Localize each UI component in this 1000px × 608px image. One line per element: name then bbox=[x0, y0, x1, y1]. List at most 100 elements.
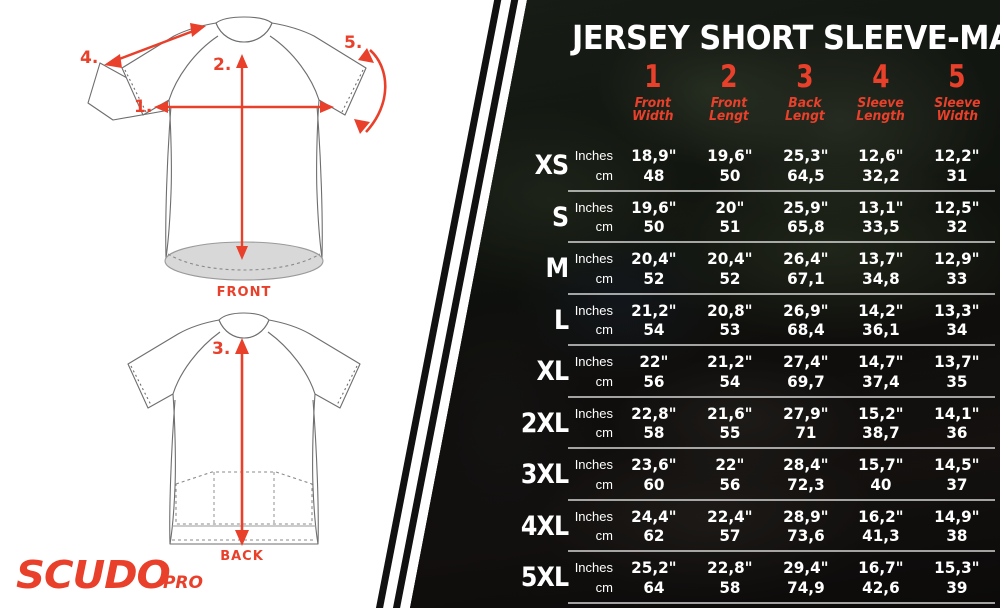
value-cell: 13,1" 33,5 bbox=[845, 198, 917, 237]
value-cell: 13,7" 34,8 bbox=[845, 249, 917, 288]
value-inches: 22" bbox=[639, 352, 669, 372]
value-inches: 20,4" bbox=[631, 249, 677, 269]
value-cm: 52 bbox=[719, 268, 741, 288]
measurement-values: 18,9" 48 19,6" 50 25,3" 64,5 12,6" 32,2 12,2" 31 bbox=[616, 146, 995, 185]
row-separator bbox=[568, 550, 995, 552]
value-cell: 28,9" 73,6 bbox=[769, 507, 841, 546]
column-number: 2 bbox=[719, 59, 739, 95]
front-caption: FRONT bbox=[217, 285, 272, 300]
value-inches: 12,2" bbox=[934, 146, 980, 166]
value-cm: 65,8 bbox=[786, 217, 825, 237]
value-cell: 19,6" 50 bbox=[694, 146, 766, 185]
arrow-head-bl-top bbox=[235, 338, 249, 354]
value-cm: 56 bbox=[719, 474, 741, 494]
row-separator bbox=[568, 601, 995, 604]
value-cm: 39 bbox=[946, 577, 968, 597]
value-cm: 34 bbox=[946, 320, 968, 340]
back-pocket-band bbox=[175, 471, 313, 525]
back-side-seam-right bbox=[312, 399, 319, 545]
front-body-outline bbox=[121, 22, 367, 259]
value-cell: 27,4" 69,7 bbox=[769, 352, 841, 391]
value-cm: 36,1 bbox=[862, 320, 901, 340]
value-cell: 27,9" 71 bbox=[769, 404, 841, 443]
unit-cm: cm bbox=[595, 167, 613, 183]
unit-cm: cm bbox=[595, 322, 613, 338]
value-cell: 15,7" 40 bbox=[845, 455, 917, 494]
value-inches: 26,4" bbox=[782, 249, 829, 269]
measurement-values: 24,4" 62 22,4" 57 28,9" 73,6 16,2" 41,3 14,9" 38 bbox=[616, 507, 995, 546]
arrow-sleeve-length bbox=[113, 28, 197, 63]
front-hem-ellipse bbox=[164, 241, 324, 281]
arrow-head-fw-right bbox=[320, 101, 334, 113]
size-label: 2XL bbox=[520, 407, 569, 439]
front-raglan-seam-right bbox=[269, 35, 320, 101]
size-label: 5XL bbox=[520, 562, 569, 594]
value-cm: 32 bbox=[946, 217, 968, 237]
marker-label-2: 2. bbox=[213, 55, 231, 75]
value-cm: 48 bbox=[643, 165, 665, 185]
value-cm: 50 bbox=[719, 165, 741, 185]
back-collar bbox=[218, 312, 270, 339]
column-header-1: 1 Front Width bbox=[615, 62, 691, 134]
table-row: L Inches cm 21,2" 54 20,8" 53 26,9" 68,4 14,2" 36,… bbox=[508, 295, 995, 346]
unit-inches: Inches bbox=[574, 354, 613, 370]
value-cell: 21,6" 55 bbox=[694, 404, 766, 443]
value-cm: 58 bbox=[719, 577, 741, 597]
value-inches: 15,2" bbox=[858, 403, 904, 423]
unit-inches: Inches bbox=[574, 148, 613, 164]
back-raglan-seam-left bbox=[172, 331, 221, 395]
column-label: Sleeve Width bbox=[933, 96, 981, 125]
row-separator bbox=[568, 189, 995, 192]
value-cell: 20,4" 52 bbox=[618, 249, 690, 288]
arrow-sleeve-width-curve bbox=[365, 49, 387, 133]
unit-labels: Inches cm bbox=[570, 301, 616, 340]
unit-cm: cm bbox=[595, 425, 613, 441]
unit-cm: cm bbox=[595, 373, 613, 389]
value-inches: 25,2" bbox=[631, 558, 677, 578]
measurement-values: 20,4" 52 20,4" 52 26,4" 67,1 13,7" 34,8 12,9" 33 bbox=[616, 249, 995, 288]
value-inches: 21,2" bbox=[631, 300, 677, 320]
value-cell: 16,7" 42,6 bbox=[845, 558, 917, 597]
value-cm: 57 bbox=[719, 526, 741, 546]
value-inches: 22,8" bbox=[631, 403, 677, 423]
size-label: S bbox=[552, 201, 569, 233]
unit-labels: Inches cm bbox=[570, 352, 616, 391]
table-row: 2XL Inches cm 22,8" 58 21,6" 55 27,9" 71 15,2" 38,… bbox=[508, 398, 995, 449]
table-row: M Inches cm 20,4" 52 20,4" 52 26,4" 67,1 13,7" 34,… bbox=[508, 243, 995, 295]
unit-labels: Inches cm bbox=[570, 455, 616, 494]
value-cm: 72,3 bbox=[786, 474, 825, 494]
value-cell: 21,2" 54 bbox=[694, 352, 766, 391]
value-cm: 56 bbox=[643, 371, 665, 391]
value-inches: 26,9" bbox=[782, 300, 829, 320]
value-cm: 55 bbox=[719, 423, 741, 443]
value-cell: 25,3" 64,5 bbox=[769, 146, 841, 185]
value-cm: 33 bbox=[946, 268, 968, 288]
column-header-2: 2 Front Lengt bbox=[691, 62, 767, 134]
front-side-seam-left bbox=[165, 105, 172, 259]
value-cell: 22,8" 58 bbox=[694, 558, 766, 597]
size-label: 3XL bbox=[520, 459, 569, 491]
back-side-seam-left bbox=[169, 399, 176, 545]
unit-cm: cm bbox=[595, 476, 613, 492]
value-inches: 24,4" bbox=[631, 506, 677, 526]
jersey-front-diagram: 1. 2. 4. 5. FRONT bbox=[80, 16, 387, 300]
value-inches: 27,9" bbox=[782, 403, 829, 423]
value-cell: 22" 56 bbox=[618, 352, 690, 391]
value-cm: 53 bbox=[719, 320, 741, 340]
size-label: M bbox=[545, 253, 569, 285]
value-cell: 15,3" 39 bbox=[921, 558, 993, 597]
value-cm: 54 bbox=[719, 371, 741, 391]
value-cm: 73,6 bbox=[786, 526, 825, 546]
column-number: 5 bbox=[947, 59, 967, 95]
value-inches: 20" bbox=[715, 197, 745, 217]
unit-cm: cm bbox=[595, 270, 613, 286]
arrow-head-fl-bot bbox=[236, 246, 248, 260]
table-row: 4XL Inches cm 24,4" 62 22,4" 57 28,9" 73,6 16,2" 4… bbox=[508, 501, 995, 552]
value-cell: 18,9" 48 bbox=[618, 146, 690, 185]
value-cm: 38 bbox=[946, 526, 968, 546]
value-cell: 28,4" 72,3 bbox=[769, 455, 841, 494]
unit-inches: Inches bbox=[574, 508, 613, 524]
unit-inches: Inches bbox=[574, 405, 613, 421]
arrow-head-fw-left bbox=[154, 101, 168, 113]
value-cm: 67,1 bbox=[786, 268, 825, 288]
